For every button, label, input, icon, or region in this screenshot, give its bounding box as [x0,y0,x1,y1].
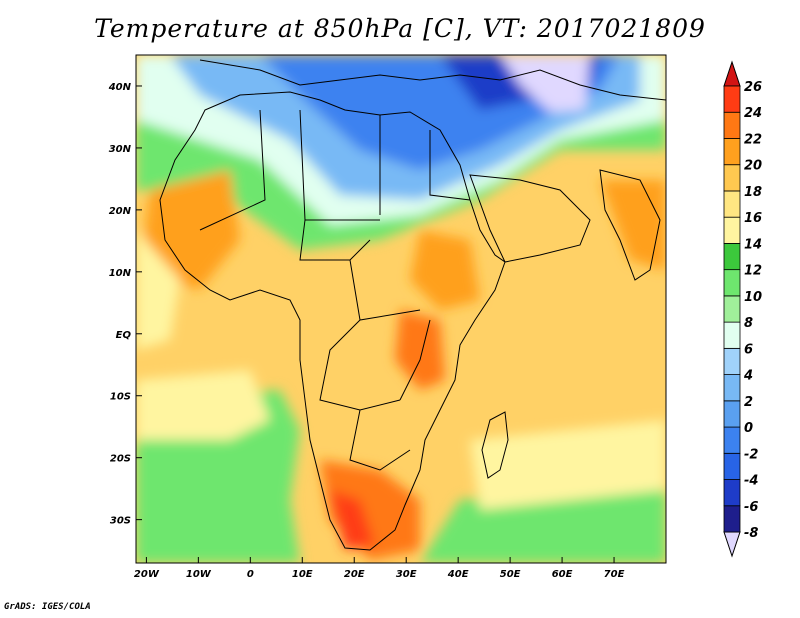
field-hot-india [600,180,666,270]
lon-tick-label: 50E [500,569,521,580]
lat-tick-label: EQ [116,330,132,341]
colorbar-label: 8 [744,316,753,331]
colorbar-label: -8 [744,526,758,541]
colorbar-box [723,85,741,113]
field-hot-westafrica [140,170,240,290]
lon-tick-label: 70E [604,569,625,580]
arabia-coastline [469,174,591,263]
lat-ticks: 40N 30N 20N 10N EQ 10S 20S 30S [108,82,142,527]
colorbar-box [723,505,741,533]
colorbar-top-triangle [723,60,741,87]
colorbar-box [723,374,741,402]
credit-text: GrADS: IGES/COLA [4,602,91,612]
field-yellow-southindian [470,420,666,510]
lon-tick-label: 10E [292,569,313,580]
lon-tick-label: 60E [552,569,573,580]
colorbar-box [723,138,741,166]
colorbar-label: 4 [743,369,753,384]
lon-tick-label: 20W [134,569,160,580]
colorbar-label: 14 [744,237,762,252]
colorbar-label: 22 [744,132,762,147]
lon-tick-label: 40E [447,569,469,580]
field-hot-kalahari [330,490,375,550]
field-lavender [500,55,590,112]
chart-title: Temperature at 850hPa [C], VT: 201702180… [94,14,706,43]
colorbar-box [723,243,741,271]
lat-tick-label: 10S [110,392,131,403]
colorbar-label: 18 [744,185,762,200]
colorbar-box [723,111,741,139]
colorbar-box [723,164,741,192]
colorbar-label: 20 [744,159,762,174]
lat-tick-label: 20N [109,206,132,217]
colorbar-box [723,426,741,454]
colorbar-bottom-triangle [723,531,741,558]
colorbar-label: 26 [744,80,762,95]
colorbar-label: -2 [744,447,758,462]
lon-tick-label: 30E [396,569,417,580]
colorbar-label: 12 [744,264,762,279]
colorbar-label: -4 [744,474,758,489]
coastlines-borders [159,59,666,551]
europe-coastline [199,59,666,101]
lat-tick-label: 10N [109,268,132,279]
lon-ticks: 20W 10W 0 10E 20E 30E 40E 50E 60E 70E [134,557,625,580]
lat-tick-label: 30N [109,144,132,155]
colorbar-box [723,216,741,244]
border-lines [199,109,471,471]
colorbar-label: 16 [744,211,762,226]
africa-coastline [159,91,506,551]
field-hot-greatlakes [395,310,445,390]
colorbar-label: 2 [744,395,753,410]
colorbar-box [723,269,741,297]
lat-tick-label: 30S [110,516,131,527]
lon-tick-label: 20E [344,569,365,580]
field-hot-ethiopia [410,230,480,310]
colorbar-box [723,321,741,349]
madagascar-coastline [481,411,509,479]
india-coastline [599,169,661,281]
colorbar-label: 10 [744,290,762,305]
colorbar-box [723,295,741,323]
colorbar-label: -6 [744,500,758,515]
colorbar-box [723,452,741,480]
temperature-field [136,55,666,563]
colorbar-box [723,190,741,218]
colorbar-box [723,400,741,428]
lat-tick-label: 20S [110,454,131,465]
lon-tick-label: 10W [186,569,212,580]
lon-tick-label: 0 [247,569,254,580]
colorbar-label: 6 [744,342,753,357]
colorbar-box [723,347,741,375]
colorbar-label: 0 [744,421,753,436]
map-frame [135,54,667,564]
field-yellow-southwest [136,370,270,440]
colorbar-box [723,479,741,507]
lat-tick-label: 40N [108,82,132,93]
field-yellow-westatlantic [136,230,180,350]
colorbar-label: 24 [744,106,762,121]
